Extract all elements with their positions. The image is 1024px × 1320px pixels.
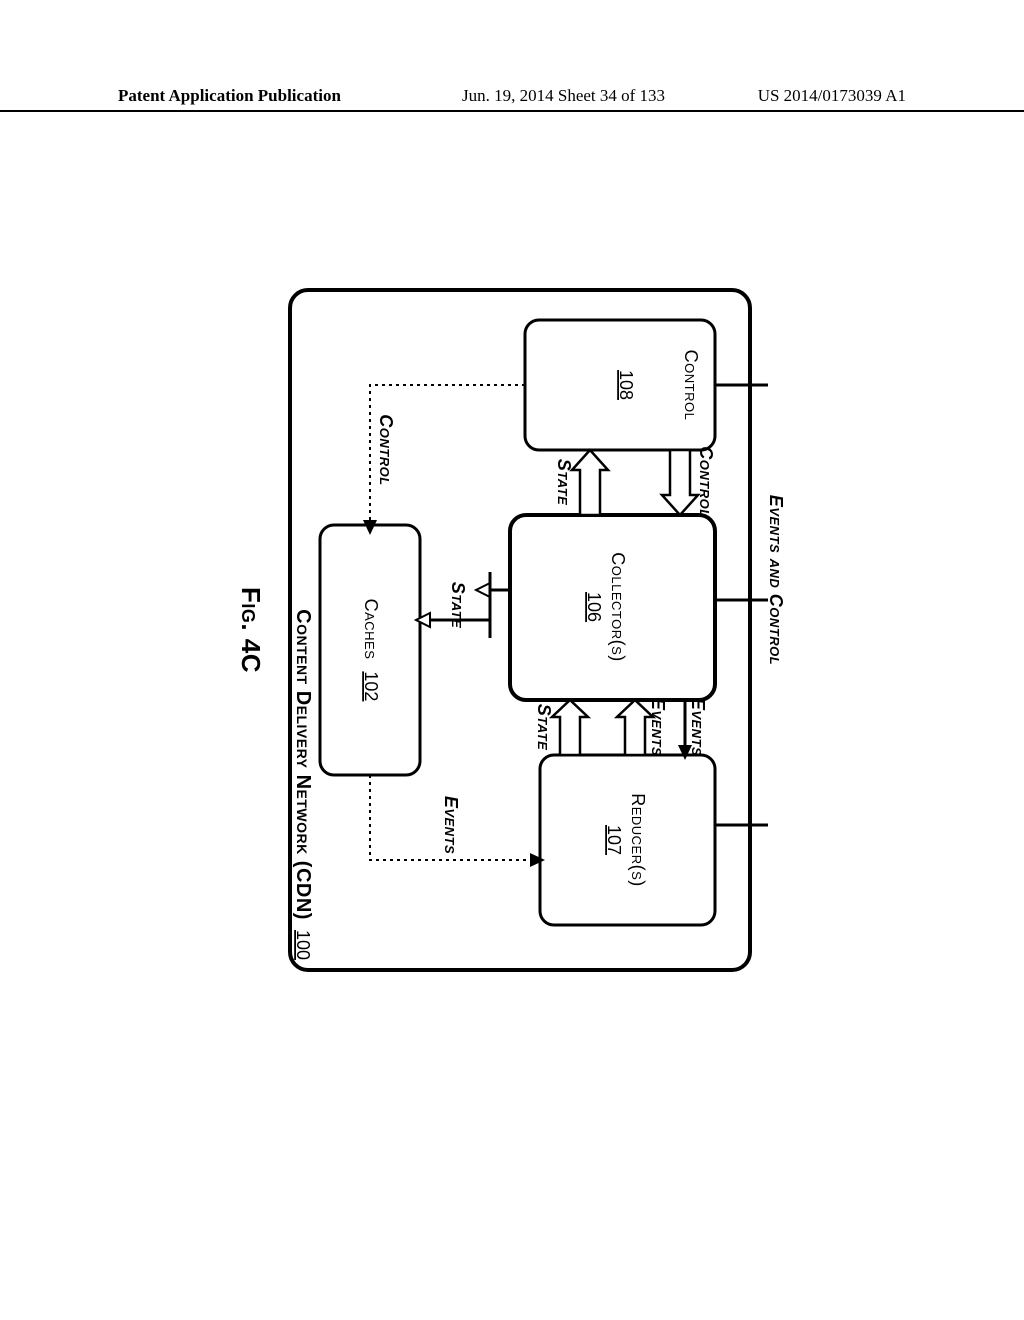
page-header: Patent Application Publication Jun. 19, … [0, 86, 1024, 112]
header-right: US 2014/0173039 A1 [758, 86, 906, 106]
reducer-ref: 107 [604, 825, 624, 855]
reducer-to-collector-state-label: State [534, 704, 554, 751]
diagram-wrapper: Content Delivery Network (CDN) 100 Fig. … [160, 380, 860, 880]
external-events-control-label: Events and Control [766, 495, 786, 665]
cdn-title: Content Delivery Network (CDN) 100 [292, 609, 314, 960]
coll-caches-state-label: State [448, 582, 468, 629]
collector-to-reducer-events-label: Events [688, 698, 708, 756]
control-to-caches-label: Control [376, 414, 396, 485]
collector-ref: 106 [584, 592, 604, 622]
page: Patent Application Publication Jun. 19, … [0, 0, 1024, 1320]
control-ref: 108 [616, 370, 636, 400]
caches-to-reducer-label: Events [441, 796, 461, 854]
control-label: Control [681, 350, 701, 421]
diagram-svg: Content Delivery Network (CDN) 100 Fig. … [230, 280, 790, 980]
coll-caches-state-head1 [476, 583, 490, 597]
reducer-to-collector-events-label: Events [648, 698, 668, 756]
figure-label: Fig. 4C [236, 587, 266, 673]
collector-label: Collector(s) [608, 552, 628, 662]
control-to-collector-label: Control [696, 446, 716, 517]
reducer-to-collector-state-arrow [552, 700, 588, 755]
header-center: Jun. 19, 2014 Sheet 34 of 133 [462, 86, 665, 106]
caches-label-group: Caches 102 [361, 599, 381, 702]
collector-to-control-state-label: State [554, 459, 574, 506]
reducer-label: Reducer(s) [628, 793, 648, 887]
control-to-collector-arrow [662, 450, 698, 515]
header-left: Patent Application Publication [118, 86, 341, 106]
collector-to-control-state-arrow [572, 450, 608, 515]
